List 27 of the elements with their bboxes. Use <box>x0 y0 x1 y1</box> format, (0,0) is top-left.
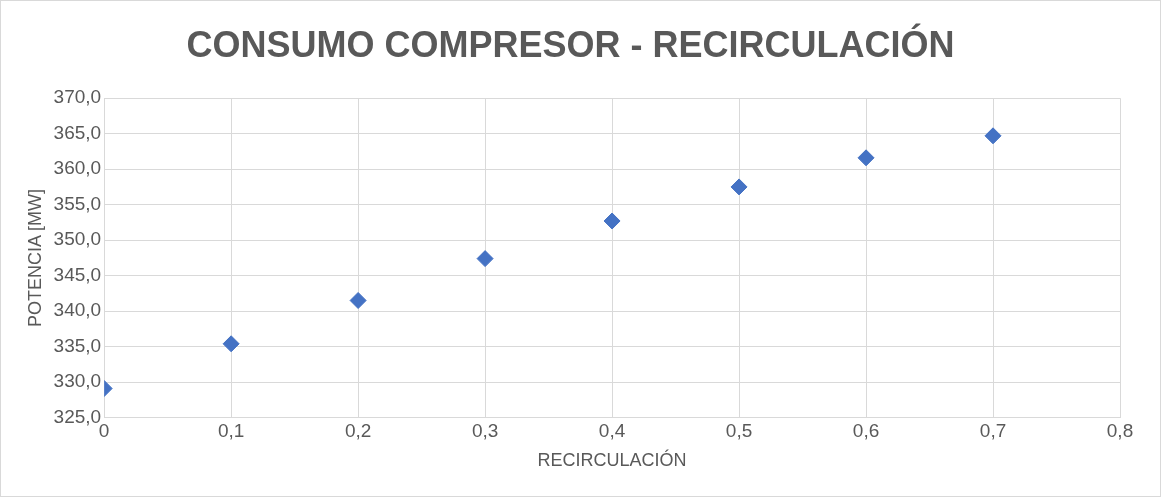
point <box>857 149 875 167</box>
point <box>349 291 367 309</box>
y-tick-label: 330,0 <box>53 370 102 392</box>
x-tick-label: 0,4 <box>598 420 626 442</box>
y-tick-label: 370,0 <box>53 86 102 108</box>
y-tick-label: 340,0 <box>53 299 102 321</box>
x-tick-label: 0,5 <box>725 420 753 442</box>
y-tick-label: 355,0 <box>53 192 102 214</box>
y-tick-label: 345,0 <box>53 263 102 285</box>
x-tick-label: 0,2 <box>344 420 372 442</box>
y-tick-label: 365,0 <box>53 121 102 143</box>
x-tick-label: 0,7 <box>979 420 1007 442</box>
x-tick-label: 0,1 <box>217 420 245 442</box>
x-tick-label: 0,3 <box>471 420 499 442</box>
point <box>730 178 748 196</box>
x-tick-label: 0,8 <box>1106 420 1134 442</box>
chart-title: CONSUMO COMPRESOR - RECIRCULACIÓN <box>186 22 955 65</box>
point <box>603 212 621 230</box>
y-axis-title: POTENCIA [MW] <box>24 188 45 327</box>
point <box>222 335 240 353</box>
y-tick-label: 335,0 <box>53 334 102 356</box>
point <box>984 127 1002 145</box>
y-tick-label: 350,0 <box>53 228 102 250</box>
x-tick-label: 0,6 <box>852 420 880 442</box>
x-axis-title: RECIRCULACIÓN <box>537 449 687 471</box>
point <box>476 250 494 268</box>
y-tick-label: 360,0 <box>53 157 102 179</box>
